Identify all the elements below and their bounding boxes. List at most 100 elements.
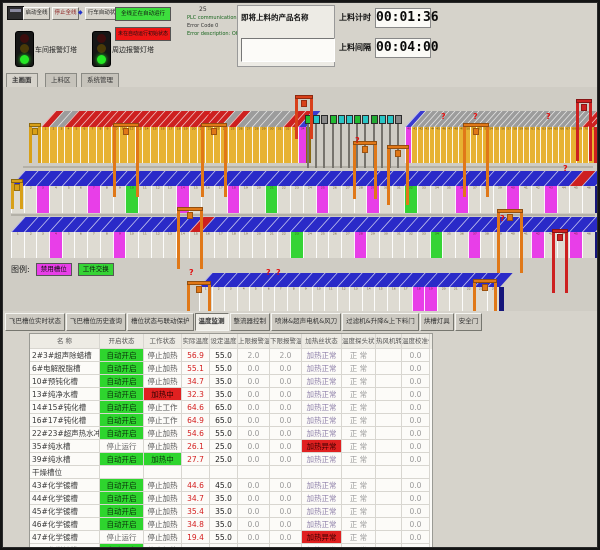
hi-alarm-cell: 0.0 (238, 375, 270, 388)
empty-cell (342, 466, 376, 479)
tank-face: 2 (48, 127, 57, 163)
enable-status-cell: 自动开启 (100, 349, 144, 362)
subtab-6[interactable]: 过滤机&升降&上下料门 (342, 313, 419, 331)
subtab-4[interactable]: 整流器控制 (229, 313, 270, 331)
enable-status-cell: 自动开启 (100, 479, 144, 492)
tank-cell: 47 (446, 111, 467, 163)
alarm-question-icon: ? (276, 268, 281, 277)
set-temp-cell: 35.0 (210, 492, 238, 505)
tank-face: 4 (49, 186, 62, 213)
tank-face: 41 (410, 127, 417, 163)
tank-cell: 25 (228, 111, 251, 163)
tank-face: 37 (467, 186, 481, 213)
tank-face: 35 (442, 232, 456, 258)
tank-cell: 21 (449, 273, 475, 311)
set-temp-cell: 45.0 (210, 479, 238, 492)
heater-status-cell: 加热正常 (302, 479, 342, 492)
enable-status-cell: 自动开启 (100, 518, 144, 531)
tank-cell: 7 (87, 171, 114, 213)
tab-loading-area[interactable]: 上料区 (45, 73, 77, 88)
tab-main-screen[interactable]: 主画面 (6, 73, 38, 89)
stop-line-button[interactable]: 停止全线 (52, 7, 79, 20)
heater-status-cell: 加热正常 (302, 362, 342, 375)
tank-cell: 5 (249, 273, 275, 311)
column-header: 设定温度 (210, 334, 238, 349)
enable-status-cell: 自动开启 (100, 362, 144, 375)
carrier-box-icon (346, 115, 353, 124)
tank-face: 3 (36, 232, 50, 258)
empty-cell (302, 466, 342, 479)
start-line-button[interactable]: 启动全线 (23, 7, 50, 20)
tank-name-cell: 14#15#钝化槽 (30, 401, 100, 414)
tank-cell: 39 (493, 171, 520, 213)
table-row: 47#化学镀槽 停止运行 停止加热 19.4 55.0 0.0 0.0 加热异常正 常 0.0 (30, 531, 432, 544)
probe-status-cell: 正 常 (342, 440, 376, 453)
enable-status-cell: 自动开启 (100, 401, 144, 414)
window-icon[interactable] (7, 6, 24, 20)
tank-endcap (594, 232, 597, 258)
lo-alarm-cell: 0.0 (270, 440, 302, 453)
heater-status-cell: 加热正常 (302, 414, 342, 427)
subtab-5[interactable]: 喷淋&超声电机&风刀 (271, 313, 342, 331)
tank-cell: 21 (264, 171, 291, 213)
tank-face: 28 (353, 186, 367, 213)
tank-face: 10 (125, 186, 138, 213)
work-status-cell: 停止加热 (144, 375, 182, 388)
line-mimic-diagram: 图例: 禁用槽位 工件交换 12345678910111213141516171… (3, 87, 597, 311)
tank-cell: 70 (581, 111, 597, 163)
tank-cell: 24 (302, 171, 330, 213)
tank-face: 23 (290, 186, 303, 213)
crane-bar (187, 281, 211, 285)
fan-count-cell (376, 544, 402, 547)
tank-face: 23 (212, 127, 221, 163)
set-temp-cell: 65.0 (210, 401, 238, 414)
tank-face: 15 (374, 287, 387, 311)
hoist-station (337, 115, 346, 168)
column-header: 加热丝状态 (302, 334, 342, 349)
gantry-crane-icon (201, 123, 227, 197)
tank-face: 6 (74, 232, 88, 258)
tank-face: 22 (204, 127, 213, 163)
enable-status-cell: 自动开启 (100, 427, 144, 440)
tab-system-admin[interactable]: 系统管理 (81, 73, 119, 88)
crane-legs (177, 211, 203, 269)
subtab-2[interactable]: 槽位状态与联动保护 (127, 313, 194, 331)
subtab-1[interactable]: 飞巴槽位历史查询 (66, 313, 126, 331)
tank-face: 35 (442, 186, 456, 213)
tank-cell: 42 (531, 217, 558, 258)
next-product-input[interactable] (241, 38, 335, 62)
hi-alarm-cell: 0.0 (238, 492, 270, 505)
tank-face: 12 (150, 232, 164, 258)
tank-face: 58 (511, 127, 517, 163)
subtab-8[interactable]: 安全门 (454, 313, 483, 331)
tank-cell: 26 (328, 171, 355, 213)
tank-face: 32 (282, 127, 291, 163)
crane-bar (177, 207, 203, 211)
actual-temp-cell: 19.4 (182, 531, 210, 544)
tank-face: 52 (475, 127, 482, 163)
tank-face: 45 (569, 186, 582, 213)
feed-interval-label: 上料间隔 (339, 43, 371, 52)
tank-cell: 27 (243, 111, 266, 163)
tank-face: 7 (87, 127, 96, 163)
legend: 图例: 禁用槽位 工件交换 (11, 263, 114, 276)
gantry-crane-icon (353, 141, 377, 199)
tank-cell: 4 (236, 273, 262, 311)
tank-face: 22 (277, 186, 291, 213)
subtab-0[interactable]: 飞巴槽位实时状态 (5, 313, 65, 331)
tank-face: 29 (259, 127, 268, 163)
tank-cell: 1 (11, 217, 38, 258)
heater-status-cell: 加热正常 (302, 349, 342, 362)
tank-cell: 10 (311, 273, 337, 311)
gantry-crane-icon (552, 229, 568, 293)
subtab-7[interactable]: 烘槽灯具 (419, 313, 454, 331)
hi-alarm-cell: 0.0 (238, 518, 270, 531)
table-row: 39#纯水槽 自动开启 加热中 27.7 25.0 0.0 0.0 加热正常正 常 0.0 (30, 453, 432, 466)
tank-cell: 15 (188, 171, 215, 213)
tank-cell: 23 (290, 217, 317, 258)
subtab-3[interactable]: 温度监测 (194, 313, 229, 331)
tank-cell: 42 (416, 111, 438, 163)
tank-face: 9 (299, 287, 312, 311)
tank-face: 16 (386, 287, 399, 311)
actual-temp-cell: 34.7 (182, 492, 210, 505)
